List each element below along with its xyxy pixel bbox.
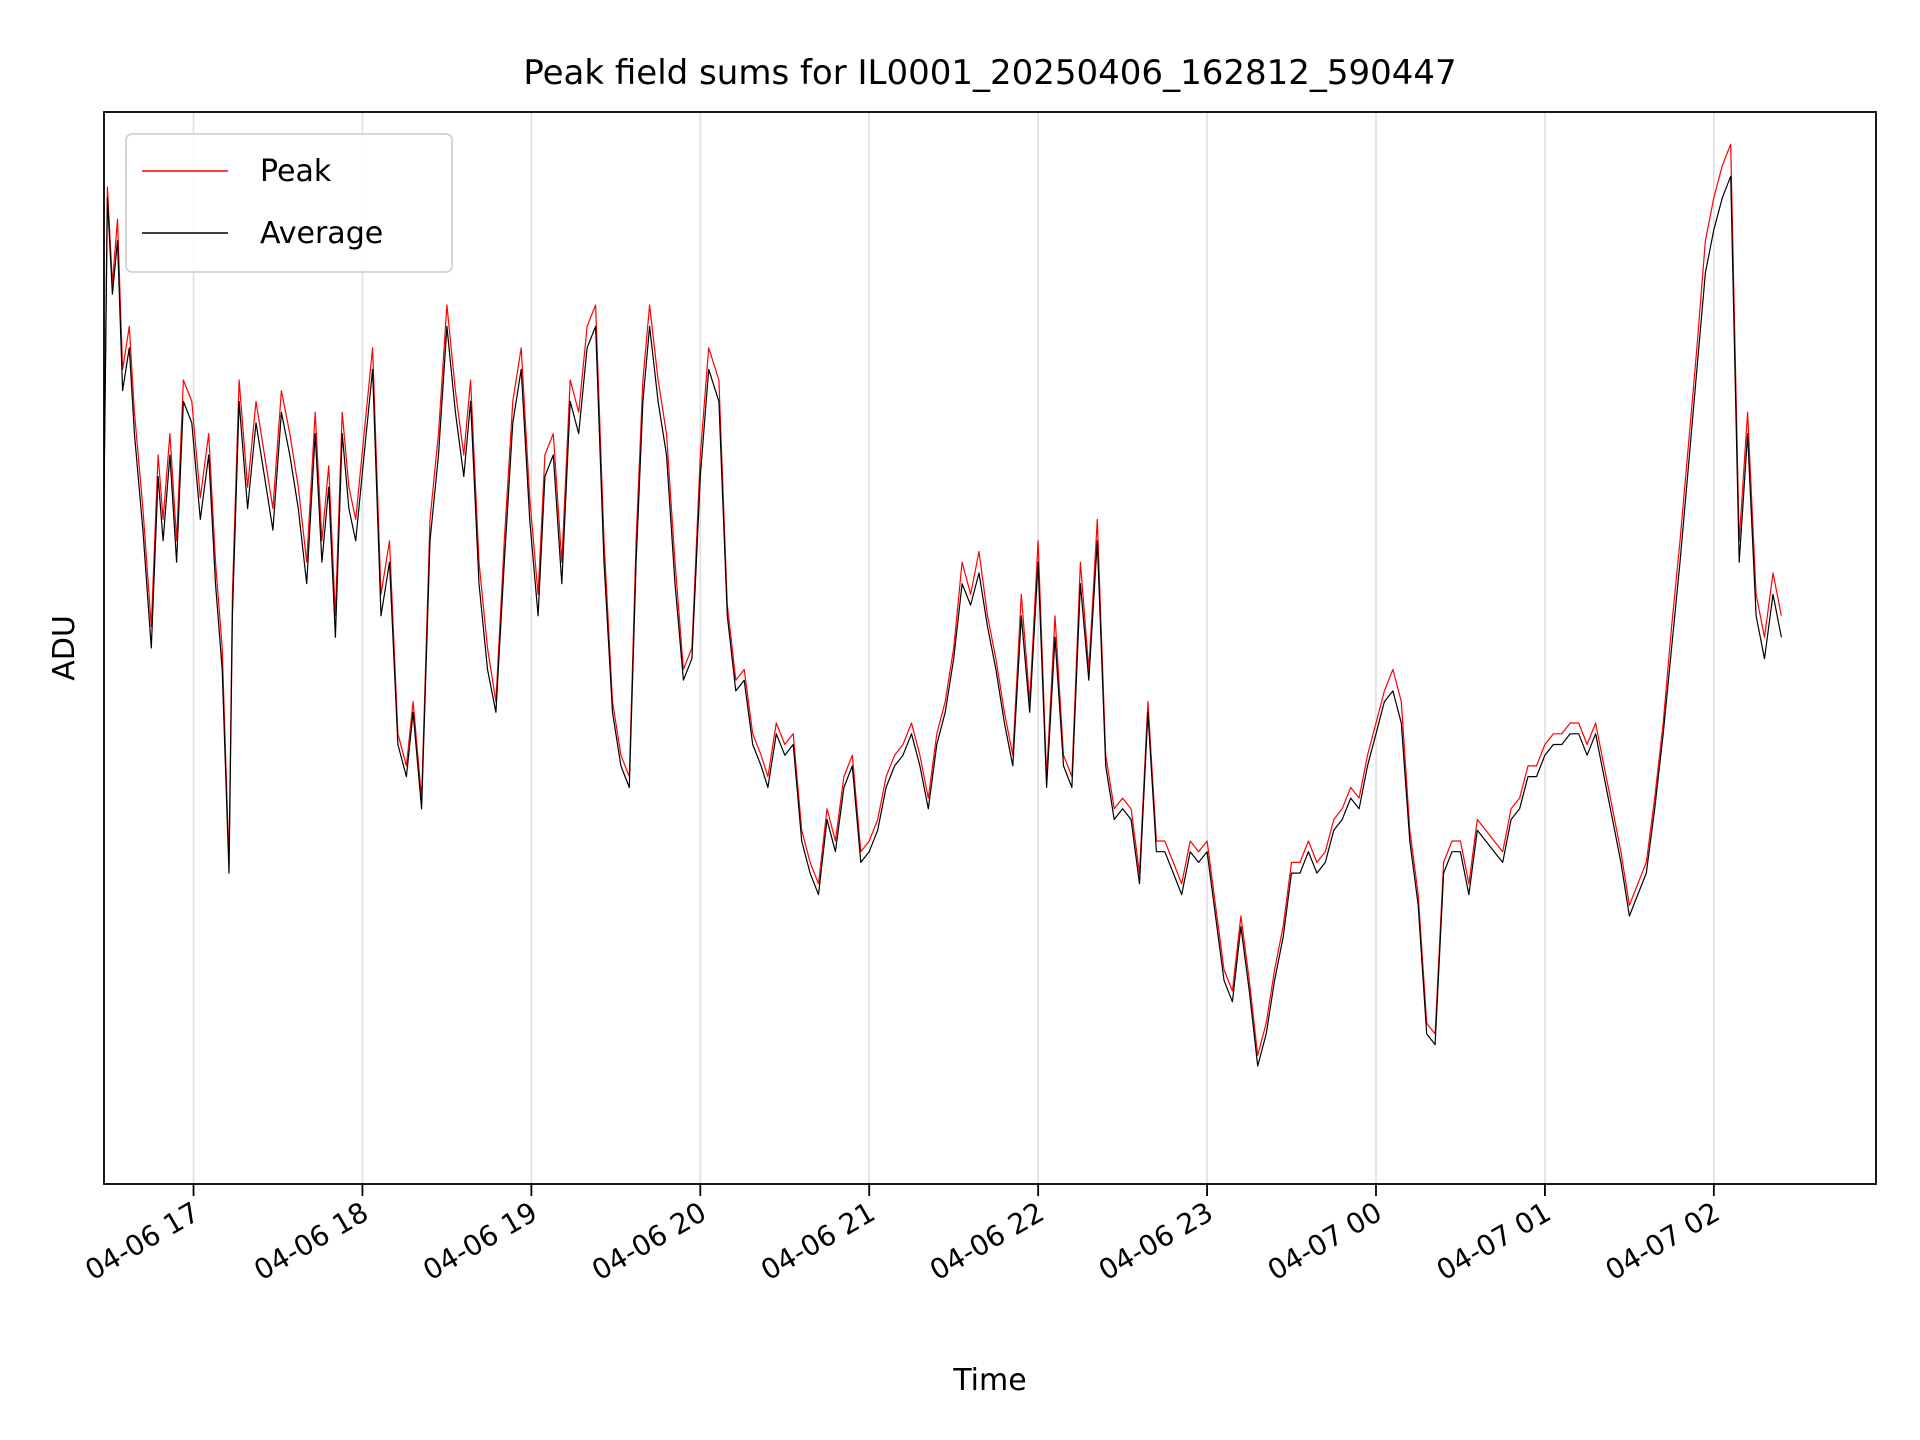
legend-label-average: Average: [260, 216, 383, 251]
legend: Peak Average: [125, 133, 453, 273]
plot-frame: [103, 111, 1877, 1185]
series-line-average: [103, 175, 1782, 1067]
legend-box: [125, 133, 453, 273]
chart-title: Peak field sums for IL0001_20250406_1628…: [523, 53, 1456, 93]
plot-grid: [192, 112, 1715, 1184]
plot-series: [103, 143, 1782, 1067]
series-line-peak: [103, 143, 1782, 1057]
x-axis-label: Time: [952, 1363, 1026, 1398]
legend-label-peak: Peak: [260, 154, 332, 189]
y-axis-label: ADU: [47, 615, 82, 681]
